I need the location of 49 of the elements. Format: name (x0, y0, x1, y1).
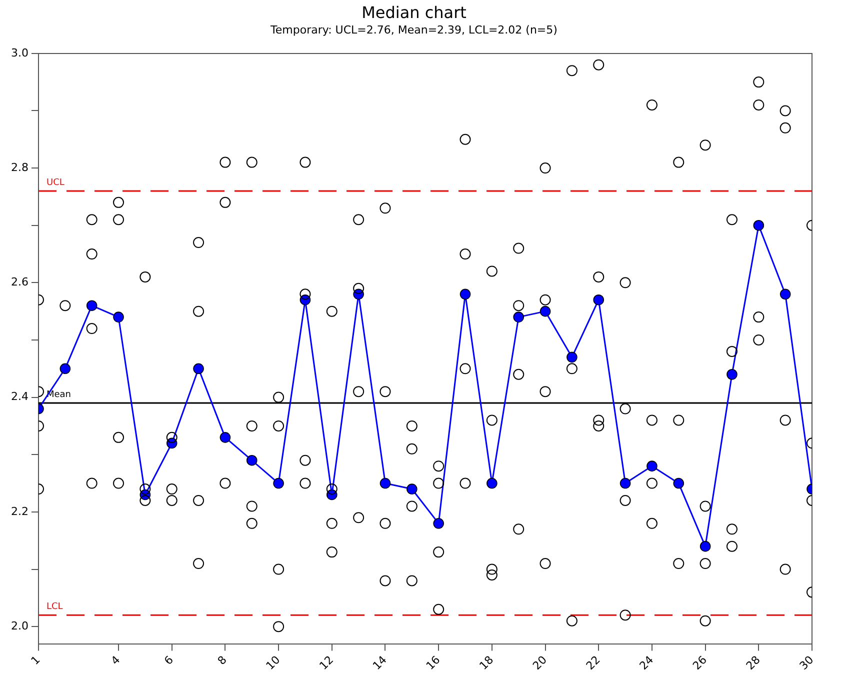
point (86, 300, 98, 311)
ref-line-label: LCL (46, 602, 63, 612)
x-tick-label: 10 (264, 653, 283, 672)
x-tick-label: 30 (797, 653, 816, 672)
point (646, 460, 658, 472)
point (380, 478, 391, 489)
x-tick-label: 12 (316, 653, 336, 672)
x-tick-label: 20 (530, 653, 550, 672)
point (620, 478, 631, 489)
point (193, 363, 204, 374)
point (593, 294, 604, 306)
point (486, 478, 498, 489)
ref-line-label: Mean (46, 390, 72, 400)
point (540, 306, 551, 317)
x-tick-label: 24 (637, 653, 656, 672)
chart-title: Median chart (362, 2, 466, 22)
x-tick-label: 16 (424, 653, 443, 672)
x-tick-label: 18 (476, 653, 496, 672)
ref-line-label: UCL (46, 178, 64, 188)
point (700, 540, 711, 552)
point (273, 478, 284, 489)
x-tick-label: 4 (108, 653, 123, 668)
point (673, 478, 684, 489)
point (753, 220, 764, 231)
point (460, 288, 471, 300)
chart-subtitle: Temporary: UCL=2.76, Mean=2.39, LCL=2.02 (n=5) (270, 24, 558, 37)
y-tick-label: 2.6 (10, 276, 28, 289)
point (406, 484, 418, 494)
point (60, 363, 71, 374)
y-tick-label: 3.0 (10, 46, 28, 60)
x-tick-label: 28 (744, 653, 763, 672)
x-tick-label: 8 (215, 653, 230, 668)
y-tick-label: 2.8 (10, 160, 28, 174)
x-tick-label: 22 (584, 653, 603, 672)
y-tick-label: 2.0 (10, 619, 28, 632)
point (220, 432, 231, 443)
point (566, 352, 578, 363)
x-tick-label: 1 (28, 653, 43, 668)
point (513, 312, 524, 322)
y-tick-label: 2.2 (10, 504, 28, 518)
x-tick-label: 14 (370, 653, 390, 672)
point (433, 518, 444, 529)
point (726, 368, 738, 380)
y-tick-label: 2.4 (10, 390, 28, 404)
x-tick-label: 6 (162, 653, 176, 668)
point (780, 288, 791, 300)
point (113, 312, 124, 322)
x-tick-label: 26 (690, 653, 710, 672)
point (246, 454, 258, 466)
